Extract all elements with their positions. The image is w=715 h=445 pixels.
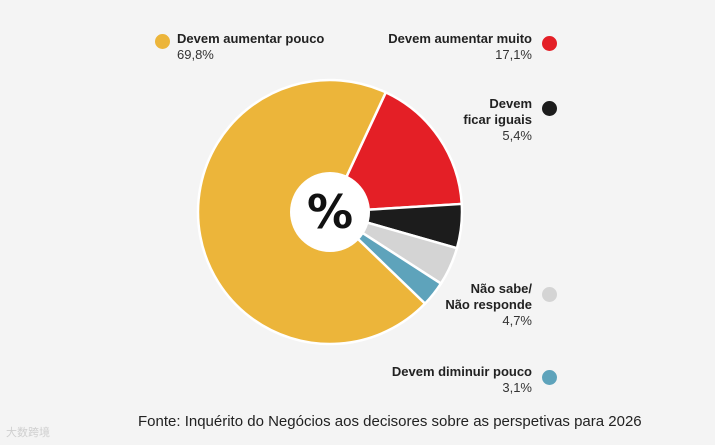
watermark-logo: 大数跨境 bbox=[6, 426, 50, 439]
source-note: Fonte: Inquérito do Negócios aos decisor… bbox=[138, 413, 642, 430]
legend-label: Devem aumentar pouco bbox=[177, 31, 325, 46]
legend-aumentar-pouco: Devem aumentar pouco 69,8% bbox=[177, 31, 324, 63]
legend-value: 17,1% bbox=[495, 47, 532, 62]
legend-label: Devem aumentar muito bbox=[388, 31, 532, 46]
pie-slice-devem-aumentar-muito bbox=[327, 90, 464, 214]
legend-ficar-iguais: Devem ficar iguais 5,4% bbox=[463, 96, 532, 144]
legend-label: Não responde bbox=[445, 297, 532, 312]
legend-label: Não sabe/ bbox=[470, 281, 532, 296]
legend-dot-aumentar-pouco bbox=[155, 34, 170, 49]
pie-center-label: % bbox=[306, 185, 354, 239]
legend-value: 4,7% bbox=[502, 313, 532, 328]
legend-dot-ficar-iguais bbox=[542, 101, 557, 116]
legend-dot-aumentar-muito bbox=[542, 36, 557, 51]
legend-label: Devem bbox=[489, 96, 532, 111]
legend-value: 5,4% bbox=[502, 128, 532, 143]
legend-value: 3,1% bbox=[502, 380, 532, 395]
legend-dot-diminuir-pouco bbox=[542, 370, 557, 385]
legend-aumentar-muito: Devem aumentar muito 17,1% bbox=[388, 31, 532, 63]
legend-dot-nao-sabe bbox=[542, 287, 557, 302]
legend-label: ficar iguais bbox=[463, 112, 532, 127]
pie-center-hole bbox=[290, 172, 370, 252]
legend-label: Devem diminuir pouco bbox=[391, 364, 532, 379]
legend-value: 69,8% bbox=[177, 47, 214, 62]
legend-nao-sabe: Não sabe/ Não responde 4,7% bbox=[445, 281, 532, 329]
legend-diminuir-pouco: Devem diminuir pouco 3,1% bbox=[392, 364, 532, 396]
